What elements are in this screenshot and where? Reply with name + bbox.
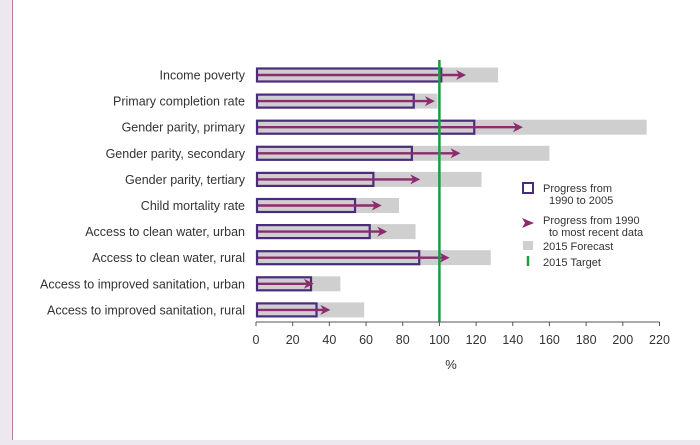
chart: 0 20 40 60 80 100 120 140 160 180 200 220 Income po… — [40, 60, 670, 372]
recent-arrow-head-row-10 — [320, 304, 331, 315]
category-label: Income poverty — [160, 69, 246, 83]
recent-arrow-head-row-4 — [450, 148, 461, 159]
legend-swatch-progress — [522, 182, 534, 194]
category-label: Access to improved sanitation, urban — [40, 277, 245, 291]
x-tick-label: 80 — [396, 333, 410, 347]
recent-arrow-head-row-7 — [377, 226, 388, 237]
category-label: Access to clean water, rural — [92, 251, 245, 265]
bars-layer — [255, 67, 647, 318]
x-axis-label: % — [445, 357, 457, 372]
x-tick-label: 180 — [576, 333, 597, 347]
x-tick-label: 200 — [612, 333, 633, 347]
category-label: Primary completion rate — [113, 95, 245, 109]
recent-arrow-head-row-6 — [371, 200, 382, 211]
recent-arrow-head-row-3 — [512, 122, 523, 133]
legend-label-line2: 1990 to 2005 — [549, 195, 613, 207]
recent-arrow-head-row-9 — [303, 278, 314, 289]
legend-label: 2015 Target — [543, 257, 601, 269]
legend-label-line2: to most recent data — [549, 227, 644, 239]
legend-label: 2015 Forecast — [543, 241, 613, 253]
recent-arrow-head-row-5 — [410, 174, 421, 185]
recent-arrow-head-row-1 — [456, 70, 467, 80]
category-label: Gender parity, secondary — [106, 147, 246, 161]
category-label: Access to clean water, urban — [85, 225, 245, 239]
category-label: Gender parity, primary — [122, 121, 246, 135]
legend-label: Progress from 1990 — [543, 215, 640, 227]
x-tick-label: 0 — [253, 333, 260, 347]
x-tick-label: 100 — [429, 333, 450, 347]
chart-panel: 0 20 40 60 80 100 120 140 160 180 200 220 Income po… — [12, 0, 700, 440]
x-tick-label: 120 — [466, 333, 487, 347]
recent-arrow-head-row-8 — [439, 252, 450, 263]
category-label: Gender parity, tertiary — [125, 173, 246, 187]
category-label: Access to improved sanitation, rural — [47, 303, 245, 317]
legend-label: Progress from — [543, 183, 612, 195]
legend-swatch-forecast — [523, 241, 533, 250]
x-tick-label: 40 — [322, 333, 336, 347]
x-tick-label: 20 — [286, 333, 300, 347]
x-axis: 0 20 40 60 80 100 120 140 160 180 200 220 — [253, 321, 670, 347]
category-labels: Income poverty Primary completion rate Gen… — [40, 69, 246, 318]
category-label: Child mortality rate — [141, 199, 245, 213]
legend-swatch-recent — [522, 218, 534, 228]
x-tick-label: 160 — [539, 333, 560, 347]
x-tick-label: 220 — [649, 333, 670, 347]
x-tick-label: 60 — [359, 333, 373, 347]
recent-arrow-head-row-2 — [424, 96, 435, 107]
x-tick-label: 140 — [502, 333, 523, 347]
